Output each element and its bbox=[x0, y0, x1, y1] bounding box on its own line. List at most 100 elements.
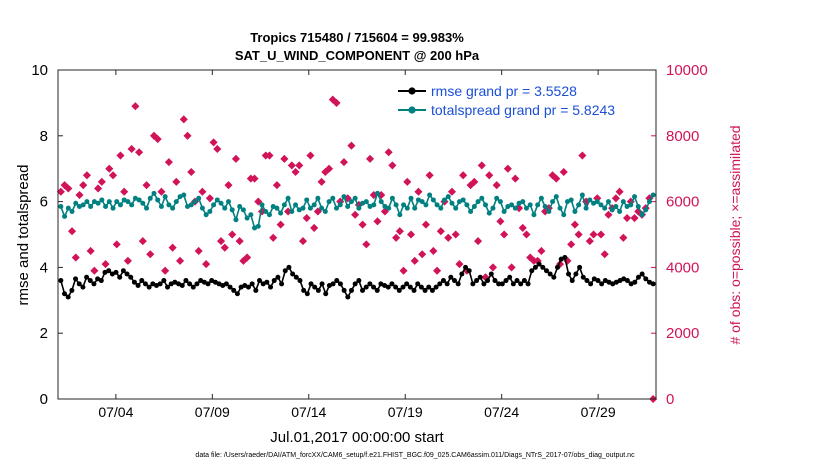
obs-point bbox=[71, 253, 80, 262]
obs-point bbox=[500, 230, 509, 239]
rmse-point bbox=[521, 278, 527, 284]
totalspread-point bbox=[650, 192, 656, 198]
obs-point bbox=[403, 177, 412, 186]
obs-point bbox=[164, 158, 173, 167]
totalspread-point bbox=[229, 207, 235, 213]
totalspread-point bbox=[434, 202, 440, 208]
totalspread-point bbox=[579, 192, 585, 198]
rmse-point bbox=[187, 281, 193, 287]
rmse-point bbox=[142, 281, 148, 287]
title-group: Tropics 715480 / 715604 = 99.983% SAT_U_… bbox=[235, 30, 480, 63]
totalspread-point bbox=[114, 199, 120, 205]
totalspread-point bbox=[237, 204, 243, 210]
obs-point bbox=[142, 181, 151, 190]
rmse-point bbox=[330, 281, 336, 287]
totalspread-point bbox=[609, 207, 615, 213]
obs-point bbox=[358, 220, 367, 229]
obs-point bbox=[108, 171, 118, 180]
totalspread-point bbox=[151, 190, 157, 196]
obs-point bbox=[101, 260, 110, 269]
obs-point bbox=[611, 194, 620, 203]
rmse-point bbox=[510, 281, 516, 287]
totalspread-point bbox=[371, 202, 377, 208]
obs-point bbox=[433, 266, 442, 275]
totalspread-point bbox=[162, 194, 168, 200]
totalspread-point bbox=[144, 205, 150, 211]
totalspread-point bbox=[158, 204, 164, 210]
obs-point bbox=[135, 148, 144, 157]
totalspread-point bbox=[233, 217, 239, 223]
y-right-tick-label: 0 bbox=[666, 391, 674, 408]
totalspread-point bbox=[304, 197, 310, 203]
rmse-point bbox=[165, 284, 171, 290]
totalspread-point bbox=[103, 204, 109, 210]
legend-rmse-label: rmse grand pr = 3.5528 bbox=[431, 83, 577, 99]
obs-point bbox=[198, 187, 207, 196]
totalspread-point bbox=[278, 210, 284, 216]
obs-point bbox=[231, 154, 240, 163]
obs-point bbox=[429, 246, 438, 255]
totalspread-point bbox=[240, 207, 246, 213]
obs-point bbox=[596, 230, 606, 239]
totalspread-point bbox=[591, 200, 597, 206]
rmse-point bbox=[477, 274, 483, 280]
totalspread-point bbox=[319, 205, 325, 211]
rmse-point bbox=[374, 287, 380, 293]
totalspread-point bbox=[367, 204, 373, 210]
rmse-point bbox=[396, 287, 402, 293]
totalspread-point bbox=[568, 197, 574, 203]
obs-point bbox=[589, 230, 598, 239]
obs-point bbox=[194, 246, 203, 255]
obs-point bbox=[380, 207, 389, 216]
totalspread-point bbox=[456, 199, 462, 205]
totalspread-point bbox=[218, 200, 224, 206]
rmse-point bbox=[268, 284, 274, 290]
totalspread-point bbox=[300, 205, 306, 211]
obs-point bbox=[224, 181, 233, 190]
obs-point bbox=[570, 220, 579, 229]
obs-point bbox=[112, 240, 121, 249]
totalspread-point bbox=[76, 204, 82, 210]
rmse-point bbox=[470, 281, 476, 287]
obs-point bbox=[205, 194, 214, 203]
totalspread-point bbox=[512, 205, 518, 211]
legend-rmse-marker bbox=[408, 87, 416, 95]
rmse-point bbox=[73, 276, 79, 282]
totalspread-point bbox=[360, 200, 366, 206]
obs-point bbox=[447, 187, 457, 196]
totalspread-point bbox=[408, 195, 414, 201]
rmse-point bbox=[245, 284, 251, 290]
totalspread-point bbox=[393, 202, 399, 208]
rmse-point bbox=[98, 278, 104, 284]
obs-point bbox=[216, 237, 226, 246]
totalspread-point bbox=[479, 195, 485, 201]
rmse-point bbox=[257, 278, 263, 284]
totalspread-series bbox=[58, 190, 656, 231]
totalspread-point bbox=[307, 205, 313, 211]
rmse-point bbox=[466, 268, 472, 274]
obs-point bbox=[436, 227, 445, 236]
rmse-point bbox=[393, 284, 399, 290]
totalspread-point bbox=[132, 195, 138, 201]
y-right-tick-label: 4000 bbox=[666, 259, 699, 276]
totalspread-point bbox=[348, 199, 354, 205]
obs-point bbox=[522, 230, 531, 239]
totalspread-point bbox=[58, 204, 64, 210]
obs-point bbox=[410, 256, 419, 265]
totalspread-point bbox=[140, 200, 146, 206]
obs-point bbox=[399, 266, 408, 275]
rmse-point bbox=[293, 274, 299, 280]
rmse-point bbox=[135, 282, 141, 288]
totalspread-point bbox=[110, 205, 116, 211]
totalspread-point bbox=[546, 208, 552, 214]
rmse-point bbox=[319, 281, 325, 287]
rmse-point bbox=[128, 274, 134, 280]
totalspread-point bbox=[509, 202, 515, 208]
totalspread-point bbox=[639, 212, 645, 218]
rmse-point bbox=[429, 287, 435, 293]
rmse-point bbox=[183, 278, 189, 284]
totalspread-point bbox=[88, 204, 94, 210]
obs-point bbox=[310, 223, 319, 232]
rmse-point bbox=[124, 271, 130, 277]
obs-point bbox=[325, 164, 334, 173]
